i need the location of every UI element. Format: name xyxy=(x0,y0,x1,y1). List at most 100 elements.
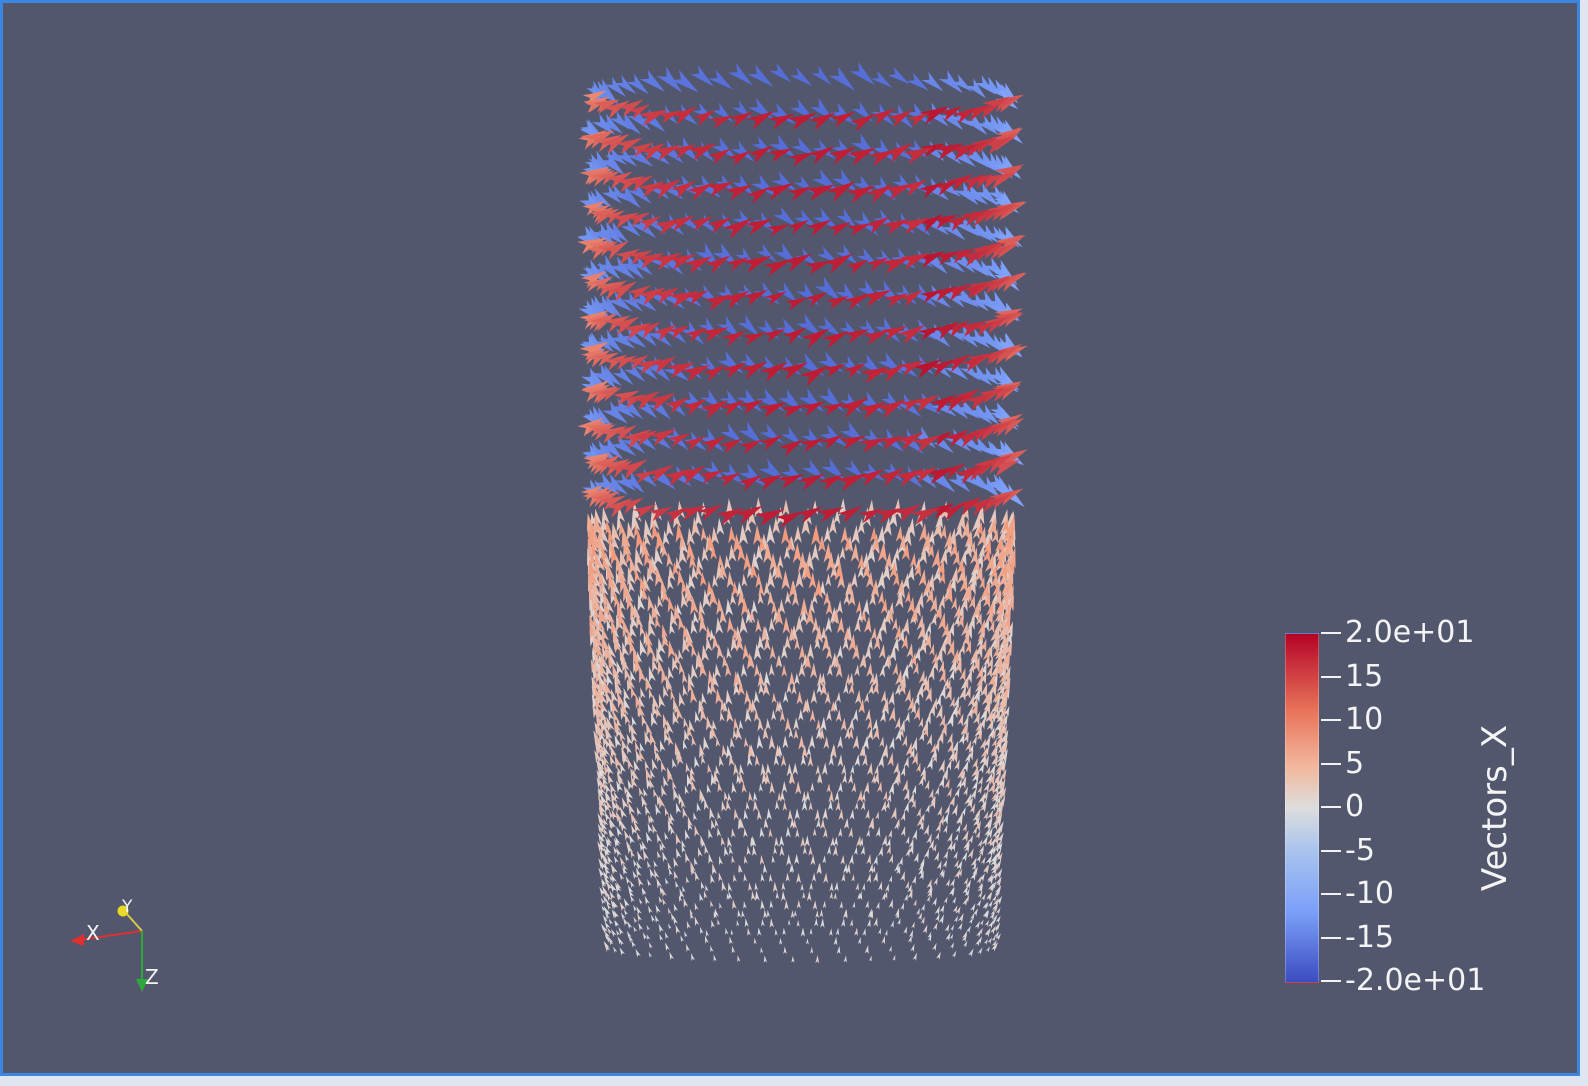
vector-glyph xyxy=(912,952,917,961)
vector-glyph xyxy=(910,737,918,752)
vector-glyph xyxy=(637,850,644,862)
vector-glyph xyxy=(793,910,797,917)
vector-glyph xyxy=(636,612,644,629)
vector-glyph xyxy=(906,72,929,91)
vector-glyph xyxy=(784,635,791,650)
vector-glyph xyxy=(726,706,734,723)
vector-glyph xyxy=(936,951,941,960)
vector-glyph xyxy=(646,924,651,931)
vector-glyph xyxy=(702,365,727,382)
vector-glyph xyxy=(599,699,607,713)
vector-glyph xyxy=(709,115,734,129)
vector-glyph xyxy=(691,644,697,658)
vector-glyph xyxy=(767,590,775,606)
vector-glyph xyxy=(611,928,617,937)
vector-glyph xyxy=(603,888,611,899)
vector-glyph xyxy=(980,801,987,813)
vector-glyph xyxy=(689,216,713,232)
vector-glyph xyxy=(693,812,698,821)
vector-glyph xyxy=(928,788,934,800)
vector-glyph xyxy=(714,908,719,918)
vector-glyph xyxy=(964,752,971,764)
vector-glyph xyxy=(761,918,765,927)
vector-glyph xyxy=(737,955,741,963)
vector-glyph xyxy=(941,622,949,640)
vector-glyph xyxy=(725,598,734,617)
vector-glyph xyxy=(907,884,912,894)
vector-glyph xyxy=(715,561,725,582)
vector-glyph xyxy=(908,842,914,855)
vector-glyph xyxy=(678,465,706,486)
vector-glyph xyxy=(961,355,985,373)
vector-glyph xyxy=(999,770,1006,781)
vector-glyph xyxy=(850,764,855,775)
vector-glyph xyxy=(908,929,914,939)
vector-glyph xyxy=(627,921,633,930)
vector-glyph xyxy=(991,935,996,942)
vector-glyph xyxy=(998,617,1005,632)
vector-glyph xyxy=(923,848,930,859)
vector-glyph xyxy=(599,534,608,554)
vector-glyph xyxy=(775,655,782,668)
vector-glyph xyxy=(966,78,987,99)
vector-glyph xyxy=(665,877,669,885)
vector-glyph xyxy=(631,940,636,948)
vector-glyph xyxy=(763,542,773,564)
vector-glyph xyxy=(990,626,998,644)
vector-glyph xyxy=(597,535,605,553)
vector-glyph xyxy=(900,902,904,911)
vector-glyph xyxy=(766,808,772,821)
vector-glyph xyxy=(674,742,681,757)
vector-glyph xyxy=(745,707,752,723)
vector-glyph xyxy=(796,313,823,338)
vector-glyph xyxy=(905,880,909,890)
vector-glyph xyxy=(990,853,997,865)
vector-glyph xyxy=(906,517,916,538)
vector-glyph xyxy=(618,774,625,787)
vector-glyph xyxy=(611,909,618,919)
vector-glyph xyxy=(815,719,821,731)
vector-glyph xyxy=(656,850,662,859)
vector-glyph xyxy=(707,763,712,774)
vector-glyph xyxy=(693,611,699,625)
vector-glyph xyxy=(647,878,652,887)
vector-glyph xyxy=(847,223,872,237)
vector-glyph xyxy=(687,573,696,591)
vector-glyph xyxy=(971,863,977,871)
vector-glyph xyxy=(822,402,845,416)
vector-glyph xyxy=(866,184,893,204)
vector-glyph xyxy=(822,900,826,909)
vector-glyph xyxy=(705,636,713,652)
vector-glyph xyxy=(598,329,623,354)
vector-glyph xyxy=(884,293,909,308)
vector-glyph xyxy=(990,801,997,812)
color-legend-tick xyxy=(1321,762,1341,765)
vector-glyph xyxy=(732,581,739,597)
vector-glyph xyxy=(690,619,698,635)
vector-glyph xyxy=(943,824,948,834)
vector-glyph xyxy=(996,796,1005,810)
vector-glyph xyxy=(901,542,910,561)
vector-glyph xyxy=(998,417,1025,436)
vector-glyph xyxy=(823,736,830,749)
vector-glyph xyxy=(613,909,619,919)
vector-glyph xyxy=(916,908,920,916)
vector-glyph xyxy=(698,470,724,485)
vector-glyph xyxy=(667,596,675,613)
vector-glyph xyxy=(630,255,653,276)
vector-glyph xyxy=(768,617,775,632)
vector-glyph xyxy=(938,759,945,774)
vector-glyph xyxy=(759,854,765,865)
vector-glyph xyxy=(933,877,938,886)
vector-glyph xyxy=(945,878,950,888)
vector-glyph xyxy=(615,248,640,265)
vector-glyph xyxy=(977,891,983,899)
vector-glyph xyxy=(619,549,629,570)
vector-glyph xyxy=(608,610,615,625)
vector-glyph xyxy=(952,905,958,914)
vector-glyph xyxy=(782,927,786,936)
vector-glyph xyxy=(701,436,727,453)
vector-glyph xyxy=(606,618,613,632)
vector-glyph xyxy=(970,788,977,800)
